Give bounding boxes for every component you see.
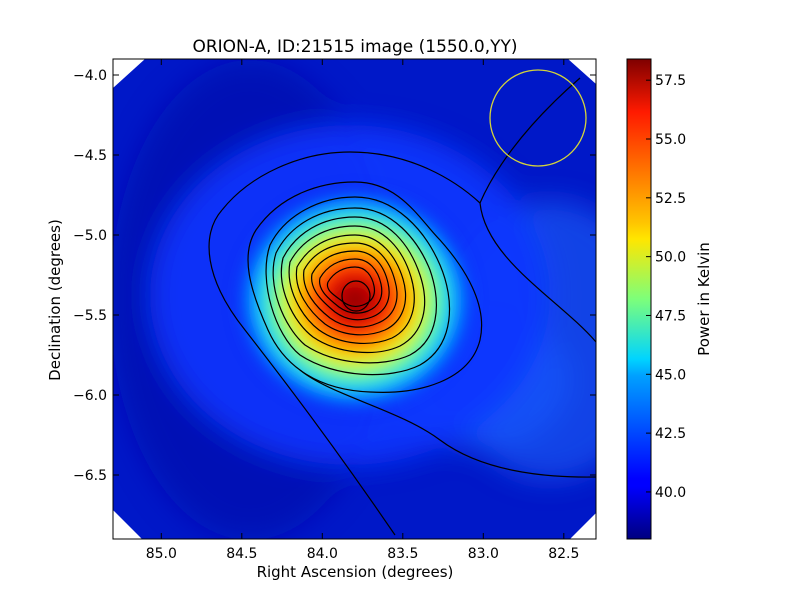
y-tick-label: −6.0	[73, 388, 107, 404]
y-tick-label: −5.0	[73, 228, 107, 244]
y-tick-label: −4.5	[73, 148, 107, 164]
chart-title: ORION-A, ID:21515 image (1550.0,YY)	[192, 37, 517, 57]
x-axis-ticks: 85.0 84.5 84.0 83.5 83.0 82.5	[146, 59, 579, 562]
heatmap-image	[113, 59, 596, 539]
contour-lines	[208, 77, 596, 536]
colorbar-tick-label: 52.5	[655, 191, 686, 207]
y-tick-label: −5.5	[73, 308, 107, 324]
colorbar-ticks: 40.0 42.5 45.0 47.5 50.0 52.5 55.0 57.5	[646, 73, 686, 501]
colorbar-tick-label: 40.0	[655, 485, 686, 501]
x-tick-label: 83.0	[468, 546, 499, 562]
y-tick-label: −6.5	[73, 468, 107, 484]
y-axis-label: Declination (degrees)	[46, 219, 64, 381]
x-tick-label: 84.5	[226, 546, 257, 562]
beam-circle	[489, 69, 587, 167]
colorbar-tick-label: 50.0	[655, 250, 686, 266]
x-tick-label: 84.0	[307, 546, 338, 562]
colorbar-label: Power in Kelvin	[695, 242, 713, 356]
colorbar-tick-label: 47.5	[655, 308, 686, 324]
x-tick-label: 82.5	[548, 546, 579, 562]
colorbar: 40.0 42.5 45.0 47.5 50.0 52.5 55.0 57.5 Power i…	[626, 58, 713, 540]
x-tick-label: 85.0	[146, 546, 177, 562]
colorbar-tick-label: 57.5	[655, 73, 686, 89]
colorbar-tick-label: 45.0	[655, 367, 686, 383]
colorbar-tick-label: 42.5	[655, 426, 686, 442]
plot-frame	[112, 58, 597, 540]
x-axis-label: Right Ascension (degrees)	[257, 563, 454, 581]
x-tick-label: 83.5	[387, 546, 418, 562]
y-axis-ticks: −4.0 −4.5 −5.0 −5.5 −6.0 −6.5	[73, 68, 596, 484]
colorbar-tick-label: 55.0	[655, 132, 686, 148]
y-tick-label: −4.0	[73, 68, 107, 84]
colorbar-gradient	[626, 58, 652, 540]
